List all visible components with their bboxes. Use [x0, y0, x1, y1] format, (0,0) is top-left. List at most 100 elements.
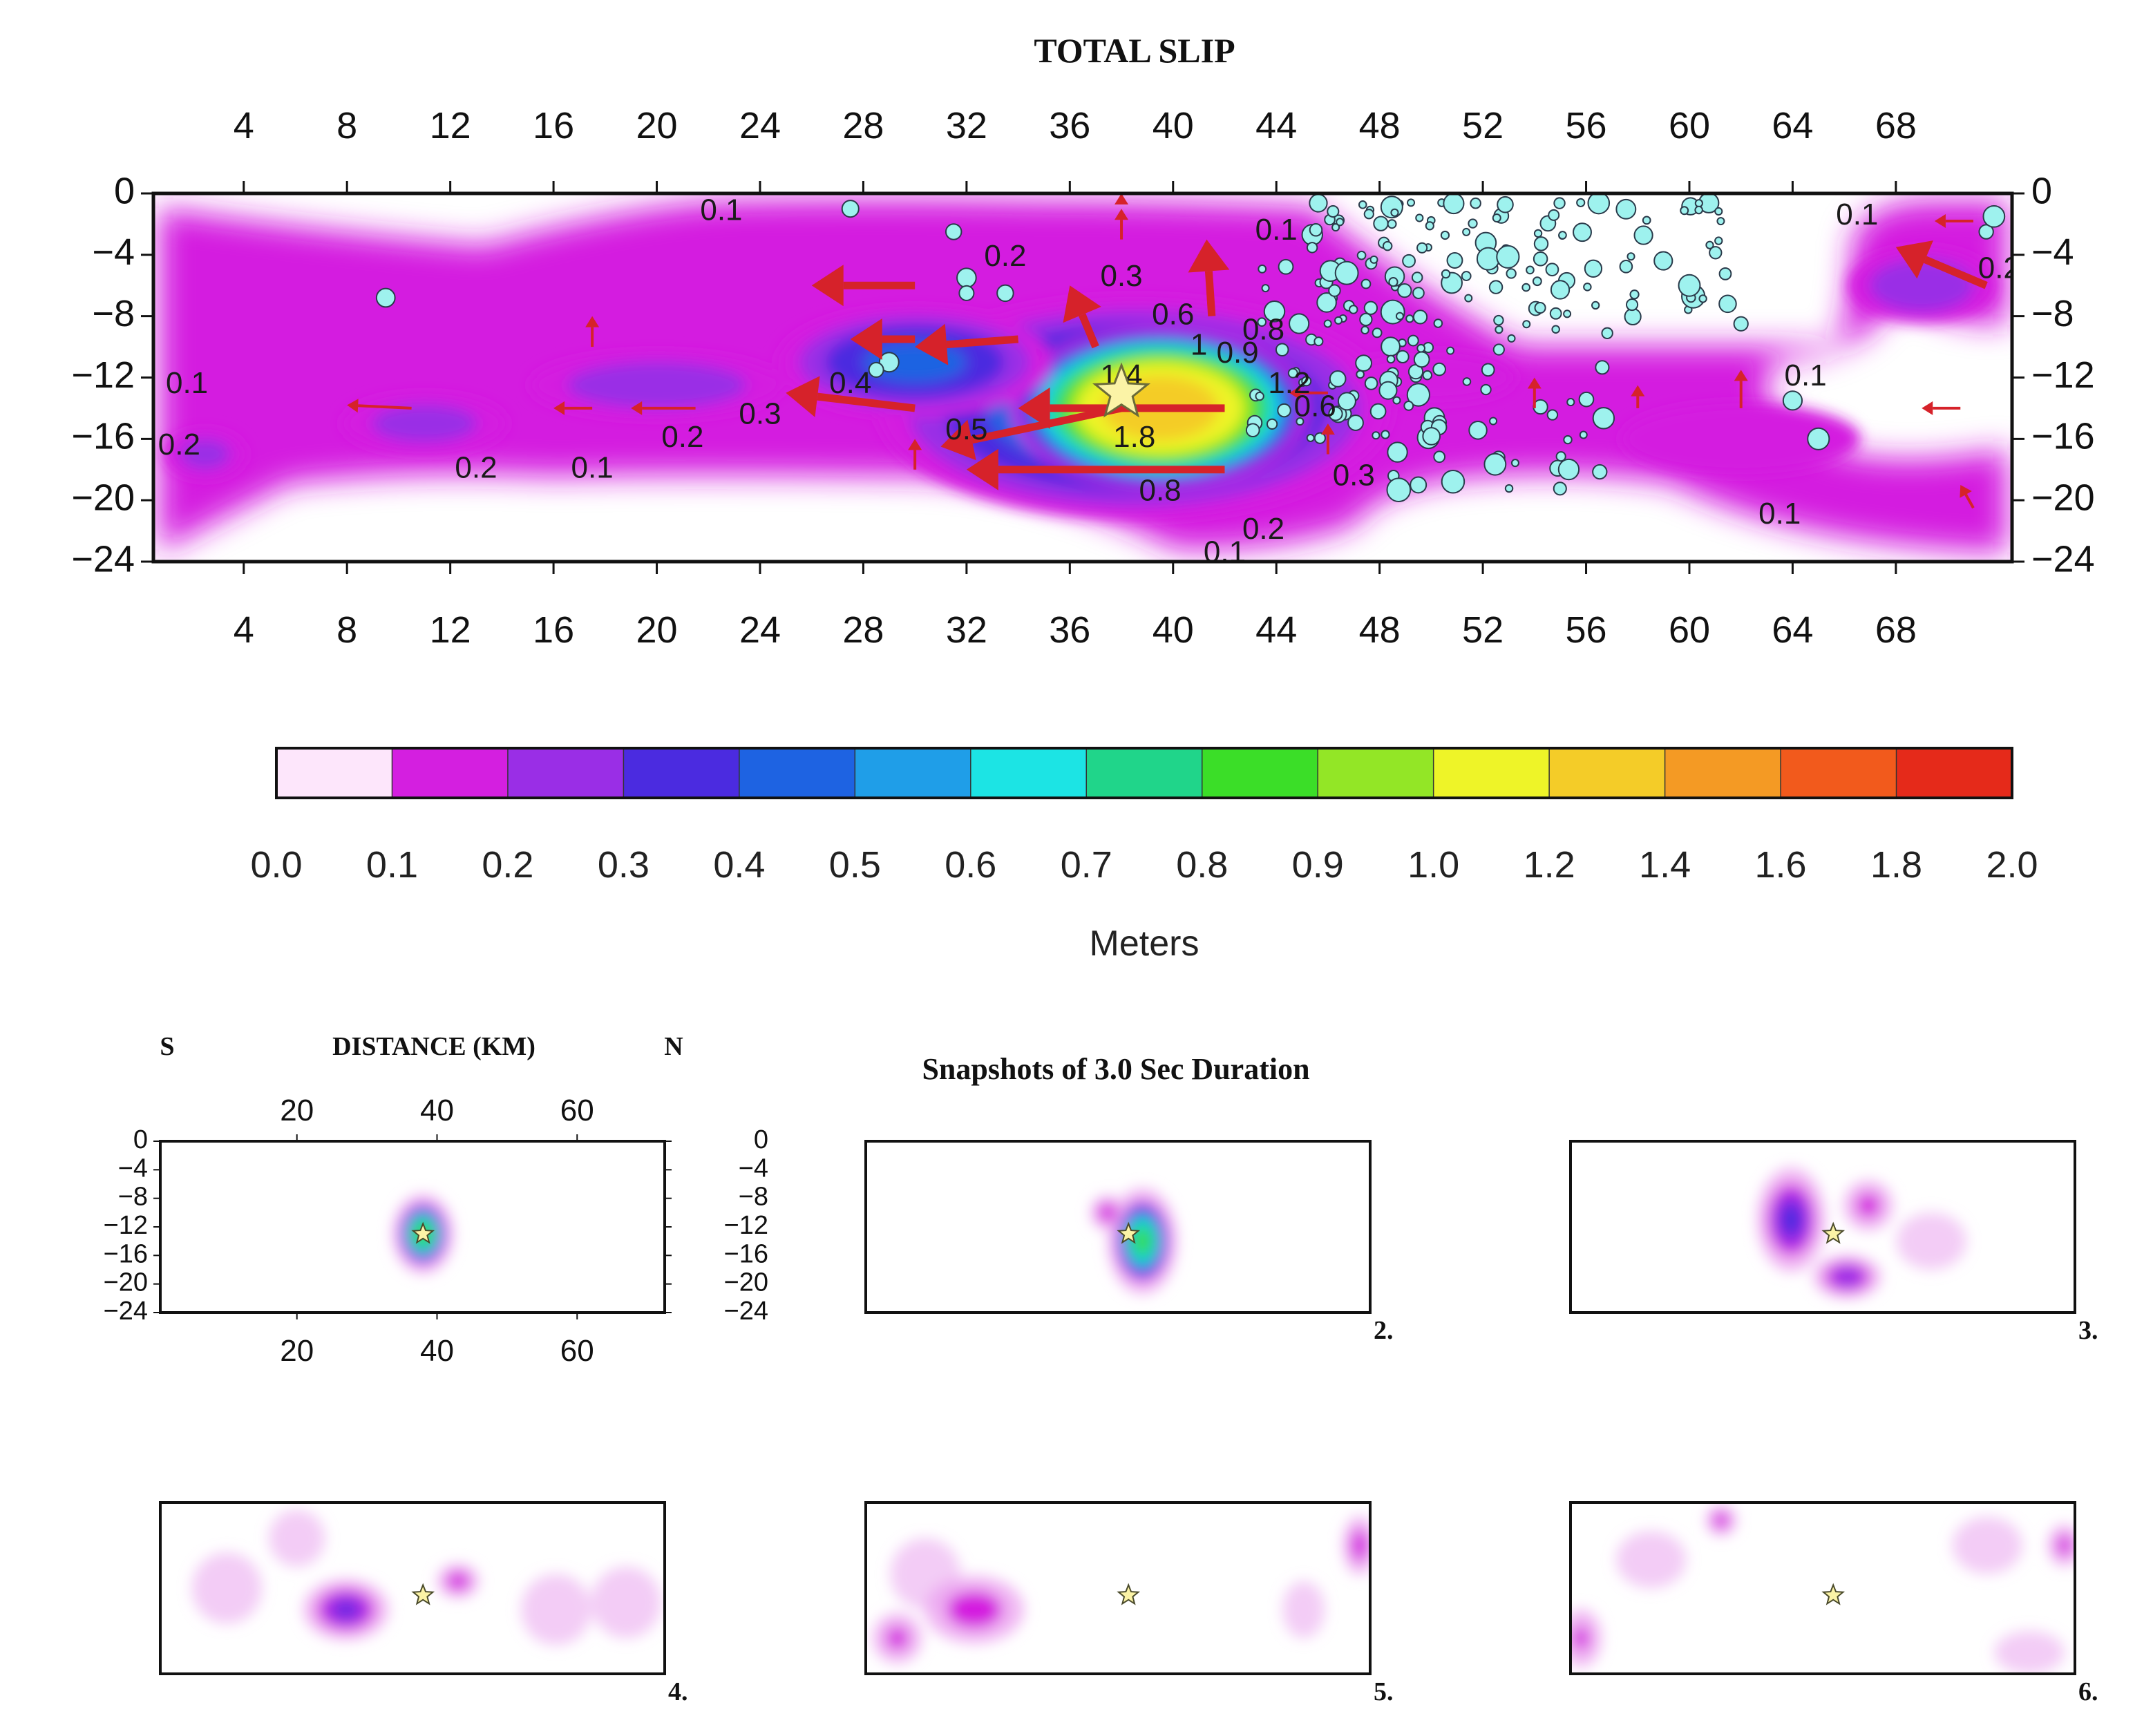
slip-vector-shaft [1079, 313, 1099, 349]
snapshot-slip-band [1856, 1193, 1881, 1218]
slip-vector-shaft [1964, 493, 1975, 509]
aftershock [1718, 267, 1732, 280]
x-tick-label-bottom: 20 [636, 609, 678, 651]
y-tick-label-left: −24 [71, 538, 135, 580]
contour-label: 0.1 [571, 450, 614, 484]
snapshot-y-tick-label: −8 [739, 1183, 768, 1212]
colorbar-tick-label: 0.8 [1176, 844, 1228, 886]
hypocenter-star [1092, 362, 1151, 418]
x-tick-label-bottom: 48 [1359, 609, 1401, 651]
aftershock [1287, 368, 1298, 379]
contour-label: 0.5 [945, 412, 987, 446]
aftershock [1624, 307, 1642, 326]
colorbar-frame [275, 747, 2013, 799]
snapshot-slip-band [2056, 1535, 2073, 1556]
aftershock [1733, 316, 1749, 332]
x-tick-label-bottom: 64 [1772, 609, 1813, 651]
colorbar-swatch [1433, 748, 1550, 798]
contour-label: 0.3 [739, 397, 781, 431]
aftershock [1360, 278, 1372, 289]
colorbar-swatch [739, 748, 855, 798]
snapshot-y-tick-label: −24 [724, 1297, 768, 1326]
aftershock [1653, 251, 1673, 271]
aftershock [1982, 204, 2006, 228]
aftershock [1493, 314, 1504, 326]
snapshot-x-tick-label: 40 [420, 1334, 454, 1368]
aftershock [1388, 276, 1398, 287]
x-tick-label-top: 28 [842, 105, 884, 146]
aftershock [1381, 430, 1390, 439]
aftershock [1355, 354, 1372, 372]
slip-vector-head [1631, 385, 1645, 397]
aftershock [1521, 283, 1531, 292]
slip-vector-head [1895, 240, 1933, 279]
aftershock [1546, 409, 1559, 421]
slip-map-axes: 4488121216162020242428283232363640404444… [71, 105, 2094, 651]
aftershock [1245, 423, 1260, 438]
slip-vector-head [1934, 213, 1946, 228]
aftershock [1557, 458, 1580, 481]
snapshot-slip-band [1781, 1203, 1802, 1237]
slip-contour-band [1622, 403, 1861, 475]
aftershock [1328, 284, 1341, 297]
aftershock [1592, 407, 1615, 430]
colorbar-tick-label: 0.2 [482, 844, 533, 886]
slip-map-background [153, 193, 2012, 562]
contour-label: 0.9 [1217, 336, 1259, 370]
aftershock [375, 287, 396, 308]
x-tick-label-top: 24 [739, 105, 781, 146]
y-tick-label-right: −24 [2031, 538, 2095, 580]
snapshot-x-tick-label: 20 [280, 1334, 314, 1368]
aftershock [1433, 318, 1443, 328]
contour-label: 0.2 [1978, 251, 2020, 285]
snapshot-faint-slip [269, 1509, 325, 1567]
aftershock [1468, 421, 1488, 440]
snapshot-slip-band [1097, 1202, 1118, 1223]
snapshot-faint-slip [1952, 1516, 2022, 1574]
aftershock [1506, 268, 1517, 279]
colorbar-swatch [970, 748, 1087, 798]
x-tick-label-top: 12 [430, 105, 471, 146]
aftershock [1261, 284, 1270, 293]
aftershock [1510, 459, 1519, 468]
colorbar-tick-label: 0.1 [366, 844, 418, 886]
x-tick-label-top: 48 [1359, 105, 1401, 146]
aftershock [1432, 362, 1446, 376]
aftershock [1309, 223, 1323, 237]
colorbar-tick-label: 1.4 [1639, 844, 1691, 886]
aftershock [1349, 305, 1358, 314]
slip-vector-head [1527, 377, 1542, 389]
slip-vector-head [1320, 423, 1335, 435]
snapshot-slip-band [1712, 1511, 1730, 1529]
slip-contour-band [372, 404, 477, 443]
snapshot-panel: 2. [864, 1140, 1394, 1345]
aftershock [1573, 222, 1592, 242]
aftershock [1328, 406, 1343, 421]
snapshot-distance-label: DISTANCE (KM) [332, 1032, 535, 1061]
aftershock [1309, 193, 1328, 213]
contour-label: 0.1 [1785, 359, 1827, 392]
colorbar-tick-label: 1.6 [1755, 844, 1807, 886]
aftershock [1441, 269, 1451, 279]
aftershock [1446, 252, 1463, 269]
aftershock [841, 200, 860, 218]
contour-label: 0.8 [1139, 474, 1181, 508]
aftershock [1358, 200, 1367, 209]
aftershock [1363, 301, 1378, 315]
aftershock [1553, 481, 1567, 496]
aftershock [1492, 343, 1505, 356]
aftershock [1336, 218, 1345, 227]
snapshot-panel: 5. [864, 1501, 1394, 1706]
snapshot-y-tick-label: 0 [754, 1125, 768, 1154]
aftershock [1533, 236, 1549, 251]
aftershock [1507, 334, 1516, 343]
slip-vector-head [553, 401, 565, 415]
aftershock [1440, 230, 1450, 240]
colorbar-swatch [1086, 748, 1203, 798]
colorbar-tick-label: 0.0 [250, 844, 302, 886]
aftershock [1406, 383, 1431, 407]
chart-title: TOTAL SLIP [1034, 31, 1235, 70]
aftershock [1694, 199, 1703, 208]
slip-vector-head [1960, 484, 1972, 498]
